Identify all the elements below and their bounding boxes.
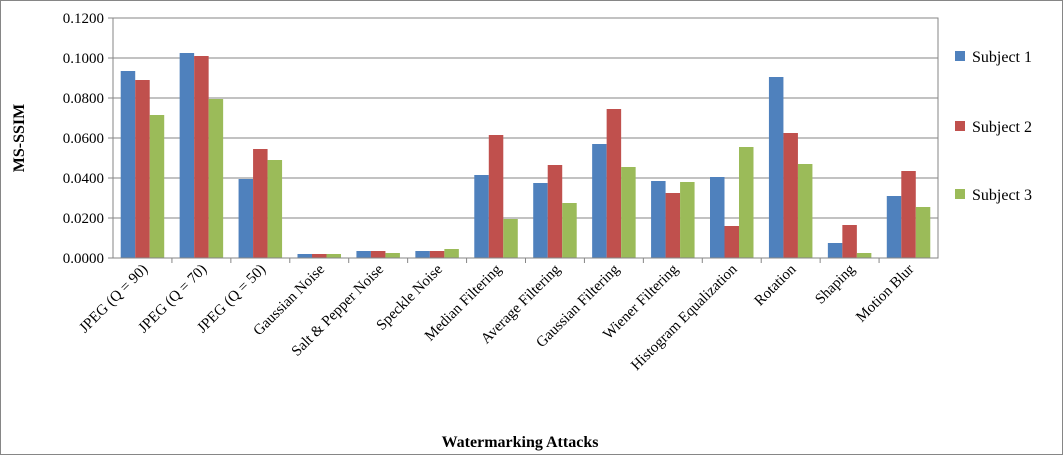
bar-subject-1 <box>415 251 430 258</box>
bar-subject-1 <box>592 144 607 258</box>
legend-label: Subject 2 <box>972 119 1032 136</box>
bar-subject-3 <box>503 219 518 258</box>
bar-subject-1 <box>238 179 254 258</box>
gridlines <box>112 17 939 259</box>
y-tick-label: 0.0200 <box>63 211 104 227</box>
bar-subject-2 <box>724 226 739 258</box>
bar-subject-1 <box>886 196 902 258</box>
bar-subject-3 <box>149 115 165 258</box>
bar-subject-3 <box>208 99 224 258</box>
bar-subject-3 <box>739 147 754 258</box>
bar-subject-1 <box>179 53 195 258</box>
bar-subject-1 <box>651 181 666 258</box>
bar-subject-3 <box>326 254 341 258</box>
bar-subject-3 <box>621 167 636 258</box>
bar-subject-1 <box>533 183 548 258</box>
bar-subject-3 <box>856 253 872 258</box>
x-axis-title: Watermarking Attacks <box>442 434 599 451</box>
bar-subject-2 <box>194 56 209 258</box>
bar-subject-2 <box>253 149 268 258</box>
legend-swatch <box>955 121 965 131</box>
bar-subject-3 <box>444 249 459 258</box>
bar-subject-1 <box>120 71 136 258</box>
bar-subject-2 <box>429 251 445 258</box>
legend-label: Subject 3 <box>972 187 1032 204</box>
bar-subject-2 <box>783 133 798 258</box>
x-category-labels: JPEG (Q = 90)JPEG (Q = 70)JPEG (Q = 50)G… <box>77 261 918 374</box>
legend-label: Subject 1 <box>972 49 1032 66</box>
y-tick-label: 0.0400 <box>63 171 104 187</box>
bar-subject-2 <box>370 251 386 258</box>
y-tick-label: 0.0600 <box>63 131 104 147</box>
x-category-label: Motion Blur <box>853 262 917 326</box>
bar-subject-1 <box>297 254 312 258</box>
legend-swatch <box>955 51 965 61</box>
bar-subject-2 <box>606 109 622 258</box>
bar-subject-2 <box>665 193 681 258</box>
bar-subject-3 <box>680 182 695 258</box>
bar-subject-3 <box>797 164 813 258</box>
axes <box>108 17 938 263</box>
bar-subject-2 <box>135 80 150 258</box>
bar-subject-3 <box>562 203 577 258</box>
bar-subject-2 <box>312 254 327 258</box>
x-category-label: Histogram Equalization <box>628 261 741 374</box>
legend-swatch <box>955 189 965 199</box>
bar-subject-3 <box>915 207 931 258</box>
bar-subject-1 <box>474 175 489 258</box>
bar-subject-1 <box>710 177 725 258</box>
y-tick-label: 0.0800 <box>63 91 104 107</box>
bar-subject-2 <box>842 225 857 258</box>
bar-subject-1 <box>768 77 784 258</box>
y-tick-label: 0.1000 <box>63 51 104 67</box>
bar-subject-1 <box>827 243 843 258</box>
bar-subject-1 <box>356 251 371 258</box>
y-axis-title: MS-SSIM <box>11 104 28 172</box>
x-category-label: Rotation <box>752 261 800 309</box>
y-tick-labels: 0.0000 0.0200 0.0400 0.0600 0.0800 0.1000 0.12… <box>63 11 104 267</box>
y-tick-label: 0.1200 <box>63 11 104 27</box>
bar-subject-2 <box>901 171 916 258</box>
y-tick-label: 0.0000 <box>63 251 104 267</box>
bar-subject-2 <box>547 165 563 258</box>
bar-subject-3 <box>267 160 283 258</box>
bar-subject-2 <box>488 135 504 258</box>
bar-subject-3 <box>385 253 400 258</box>
bars <box>120 53 931 258</box>
x-category-label: Shaping <box>812 261 858 307</box>
